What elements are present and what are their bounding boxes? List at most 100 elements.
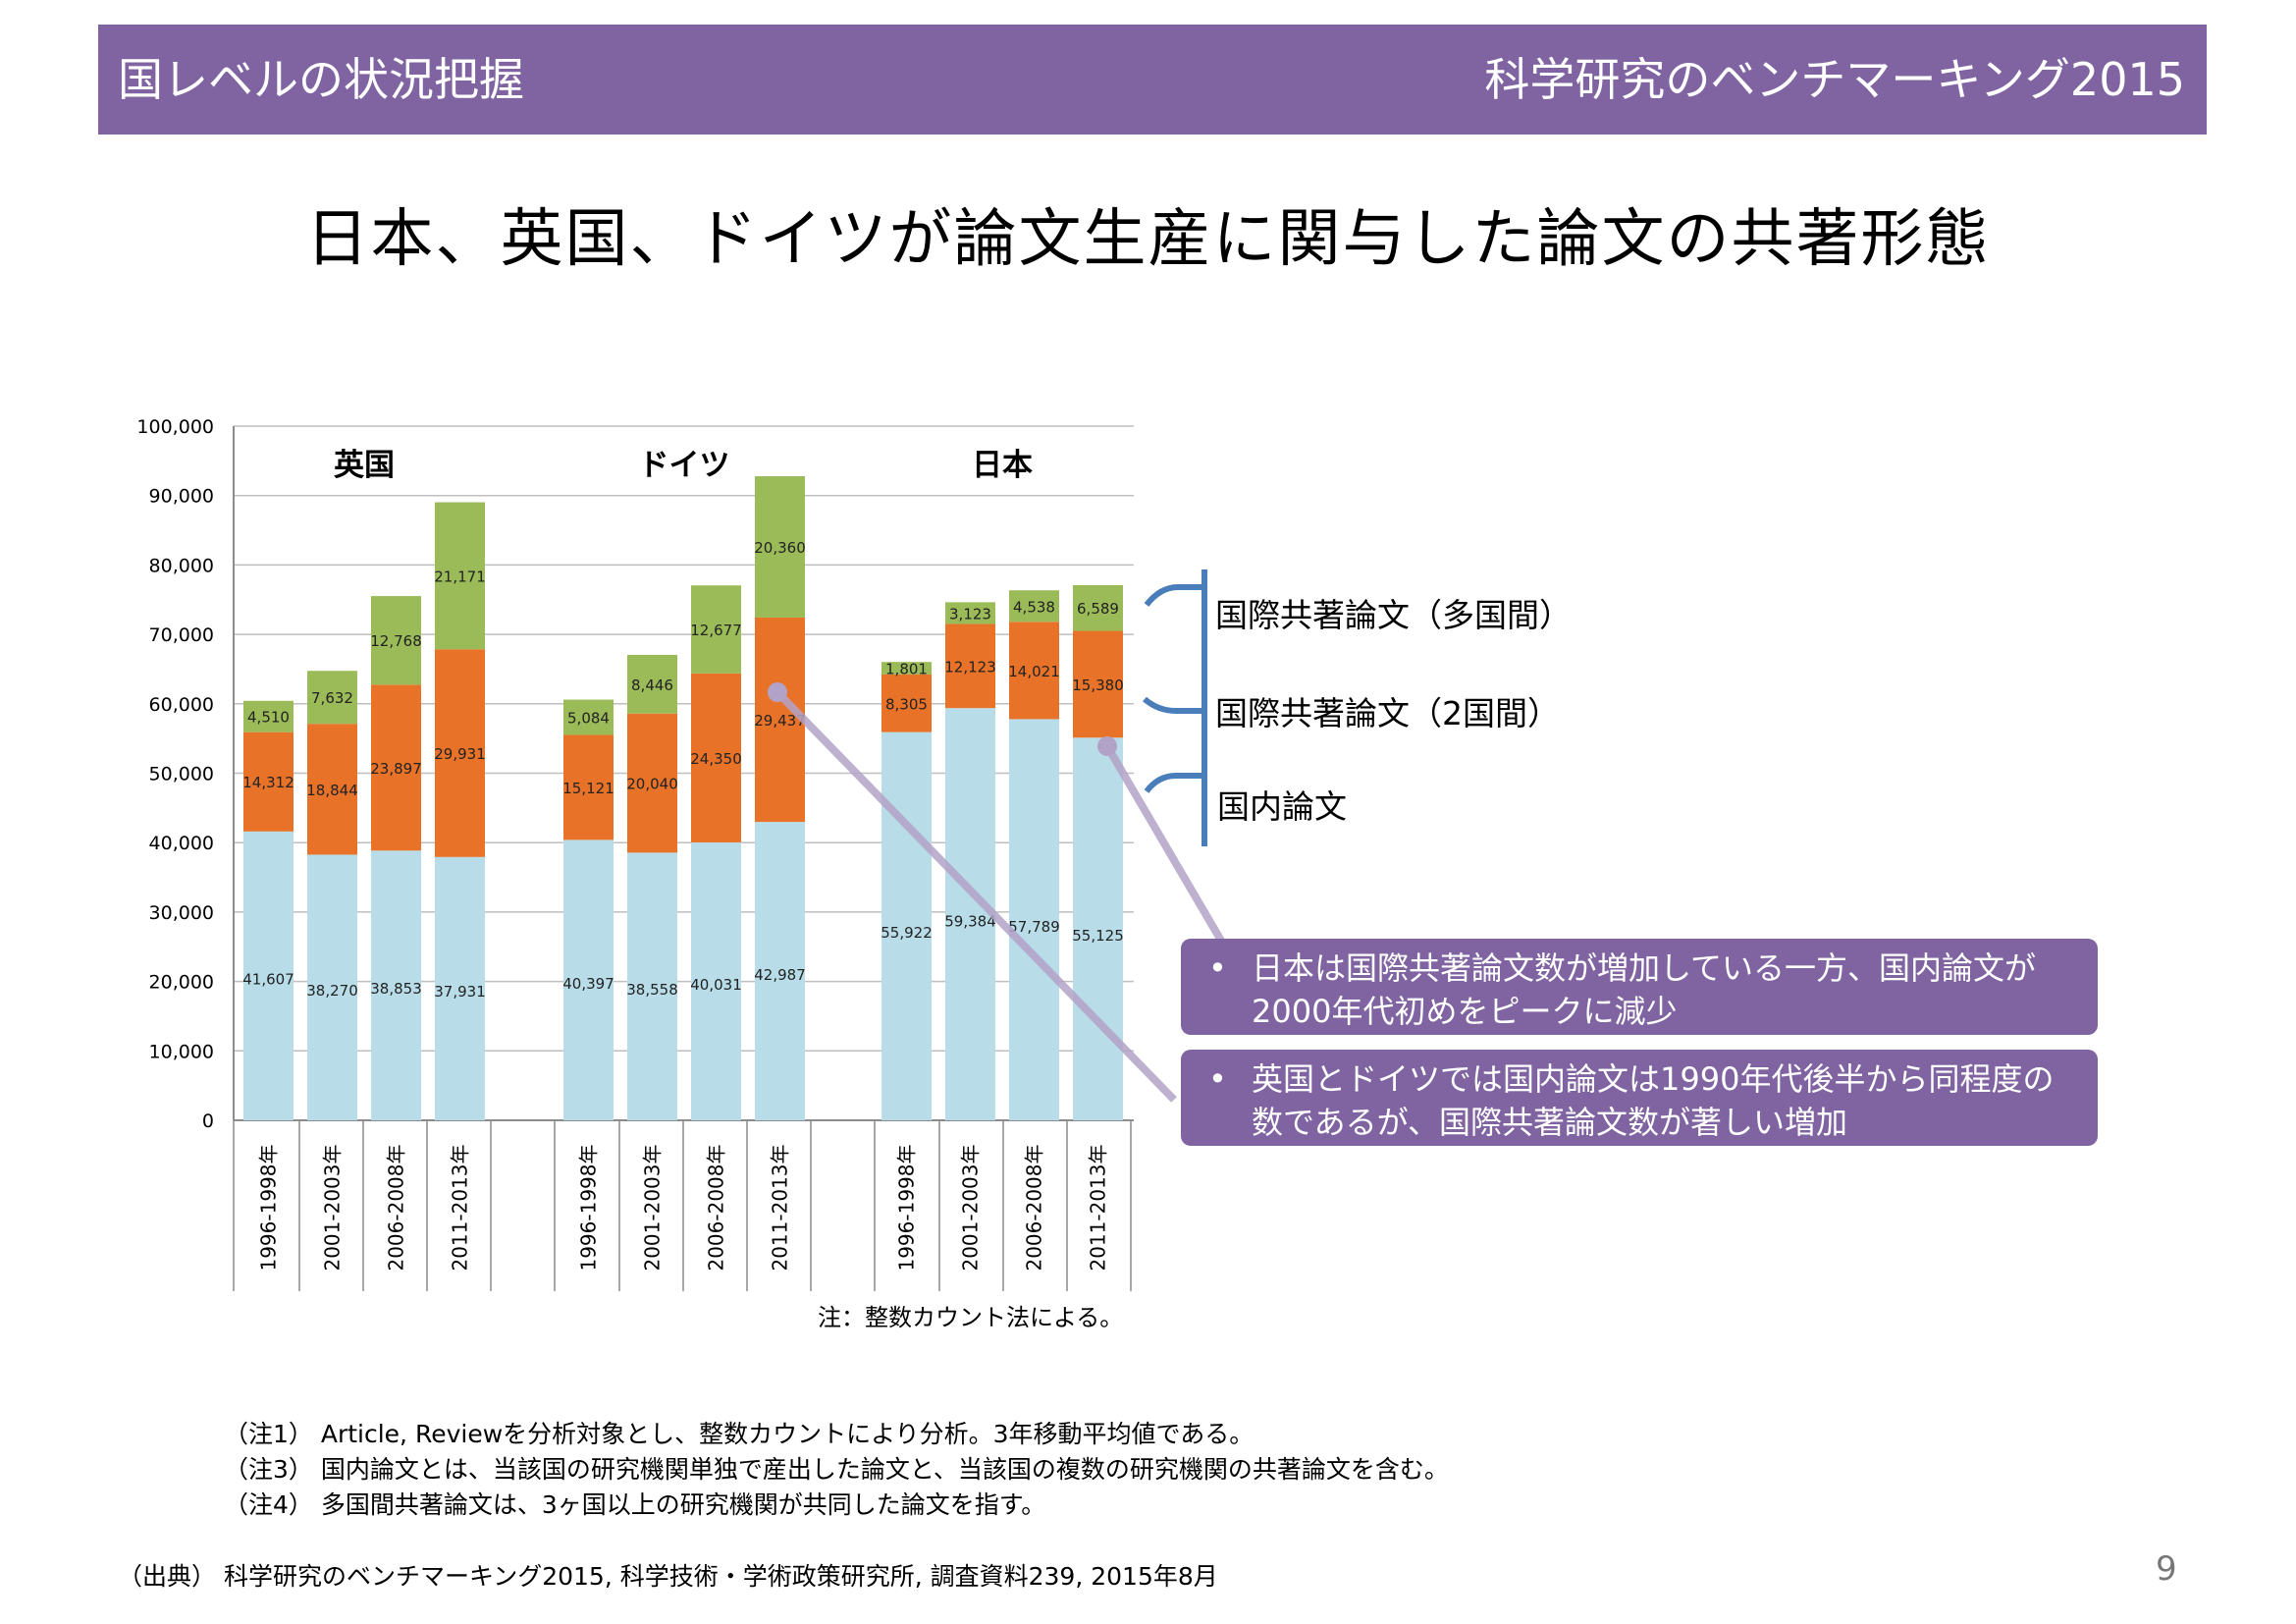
- bar-bilateral: [1073, 630, 1123, 738]
- data-label: 3,123: [949, 605, 991, 623]
- group-label-1: ドイツ: [639, 448, 730, 483]
- y-tick-label: 0: [202, 1110, 214, 1132]
- group-label-2: 日本: [972, 448, 1033, 483]
- legend-pointer-bilateral: [1143, 696, 1204, 714]
- bar-domestic: [243, 831, 294, 1120]
- callout-connector-japan: [1103, 743, 1225, 944]
- callout-connector-uk-germany: [774, 689, 1177, 1103]
- data-label: 20,040: [626, 776, 678, 793]
- legend-label-bilateral: 国際共著論文（2国間）: [1215, 694, 1560, 732]
- bar-domestic: [691, 841, 741, 1120]
- y-tick-label: 40,000: [149, 833, 214, 854]
- bar-domestic: [307, 854, 357, 1120]
- x-tick-label: 2006-2008年: [385, 1144, 408, 1271]
- x-tick-label: 2001-2003年: [641, 1144, 665, 1271]
- data-label: 15,121: [562, 780, 614, 797]
- bar-domestic: [435, 856, 485, 1120]
- bar-bilateral: [563, 734, 614, 840]
- data-label: 8,446: [631, 677, 673, 694]
- legend-pointer-domestic: [1144, 773, 1204, 793]
- bar-multilateral: [371, 596, 421, 685]
- callout-dot-japan: [1097, 736, 1117, 756]
- y-tick-label: 70,000: [149, 624, 214, 646]
- x-tick-label: 2011-2013年: [769, 1144, 792, 1271]
- y-tick-label: 80,000: [149, 555, 214, 576]
- bar-multilateral: [755, 476, 805, 618]
- bar-domestic: [755, 822, 805, 1120]
- bar-multilateral: [1009, 590, 1059, 623]
- page-title: 日本、英国、ドイツが論文生産に関与した論文の共著形態: [305, 203, 1991, 276]
- data-label: 38,853: [370, 980, 422, 998]
- legend-label-multilateral: 国際共著論文（多国間）: [1215, 596, 1572, 634]
- bar-domestic: [563, 839, 614, 1120]
- data-label: 12,768: [370, 632, 422, 650]
- bar-domestic: [1073, 737, 1123, 1120]
- bar-bilateral: [627, 713, 677, 853]
- source-citation: （出典） 科学研究のベンチマーキング2015, 科学技術・学術政策研究所, 調査…: [118, 1562, 1218, 1591]
- bar-bilateral: [1009, 622, 1059, 720]
- section-title: 国レベルの状況把握: [118, 53, 524, 106]
- bar-multilateral: [563, 699, 614, 735]
- x-tick-label: 1996-1998年: [257, 1144, 281, 1271]
- data-label: 12,123: [944, 658, 996, 676]
- bar-domestic: [881, 731, 932, 1120]
- bar-multilateral: [243, 700, 294, 732]
- y-tick-label: 60,000: [149, 694, 214, 716]
- y-tick-label: 50,000: [149, 764, 214, 785]
- bar-multilateral: [307, 671, 357, 725]
- bar-bilateral: [307, 724, 357, 855]
- data-label: 37,931: [434, 983, 486, 1001]
- chart-note: 注：整数カウント法による。: [818, 1304, 1124, 1331]
- callout-uk-germany: • 英国とドイツでは国内論文は1990年代後半から同程度の数であるが、国際共著論…: [1181, 1050, 2098, 1146]
- data-label: 41,607: [242, 971, 294, 989]
- bar-domestic: [945, 708, 995, 1120]
- x-tick-label: 2011-2013年: [449, 1144, 472, 1271]
- bullet-icon: •: [1208, 949, 1227, 987]
- data-label: 42,987: [754, 966, 806, 984]
- bar-domestic: [627, 852, 677, 1120]
- bar-bilateral: [243, 731, 294, 832]
- data-label: 12,677: [690, 622, 742, 639]
- data-label: 18,844: [306, 782, 358, 799]
- bullet-icon: •: [1208, 1060, 1227, 1098]
- y-tick-label: 20,000: [149, 972, 214, 994]
- data-label: 4,510: [247, 709, 290, 727]
- bar-bilateral: [371, 684, 421, 851]
- x-tick-label: 2006-2008年: [705, 1144, 728, 1271]
- data-label: 15,380: [1072, 677, 1124, 694]
- notes: （注1） Article, Reviewを分析対象とし、整数カウントにより分析。…: [224, 1417, 1449, 1523]
- callout-dot-germany: [768, 682, 787, 702]
- group-label-0: 英国: [334, 448, 395, 483]
- data-label: 20,360: [754, 539, 806, 557]
- bar-bilateral: [691, 673, 741, 842]
- y-tick-label: 30,000: [149, 902, 214, 924]
- data-label: 38,558: [626, 981, 678, 999]
- data-label: 29,437: [754, 712, 806, 730]
- callout-japan: • 日本は国際共著論文数が増加している一方、国内論文が2000年代初めをピークに…: [1181, 939, 2098, 1035]
- y-tick-label: 10,000: [149, 1041, 214, 1062]
- page-number: 9: [2156, 1549, 2177, 1589]
- data-label: 14,021: [1008, 663, 1060, 680]
- note-3: （注3） 国内論文とは、当該国の研究機関単独で産出した論文と、当該国の複数の研究…: [224, 1455, 1449, 1484]
- data-label: 8,305: [885, 695, 928, 713]
- legend-label-domestic: 国内論文: [1217, 787, 1347, 826]
- data-label: 23,897: [370, 760, 422, 778]
- y-tick-label: 90,000: [149, 486, 214, 508]
- bar-multilateral: [1073, 584, 1123, 631]
- data-label: 6,589: [1077, 600, 1119, 618]
- report-title: 科学研究のベンチマーキング2015: [1484, 53, 2185, 106]
- data-label: 5,084: [567, 710, 610, 728]
- x-tick-label: 1996-1998年: [895, 1144, 919, 1271]
- bar-multilateral: [881, 662, 932, 675]
- data-label: 40,031: [690, 976, 742, 994]
- bar-domestic: [371, 850, 421, 1120]
- data-label: 55,922: [881, 924, 933, 942]
- data-label: 59,384: [944, 913, 996, 931]
- data-label: 57,789: [1008, 918, 1060, 936]
- data-label: 38,270: [306, 982, 358, 1000]
- data-label: 1,801: [885, 661, 928, 678]
- note-1: （注1） Article, Reviewを分析対象とし、整数カウントにより分析。…: [224, 1420, 1255, 1448]
- x-tick-label: 2006-2008年: [1023, 1144, 1046, 1271]
- bar-multilateral: [691, 585, 741, 674]
